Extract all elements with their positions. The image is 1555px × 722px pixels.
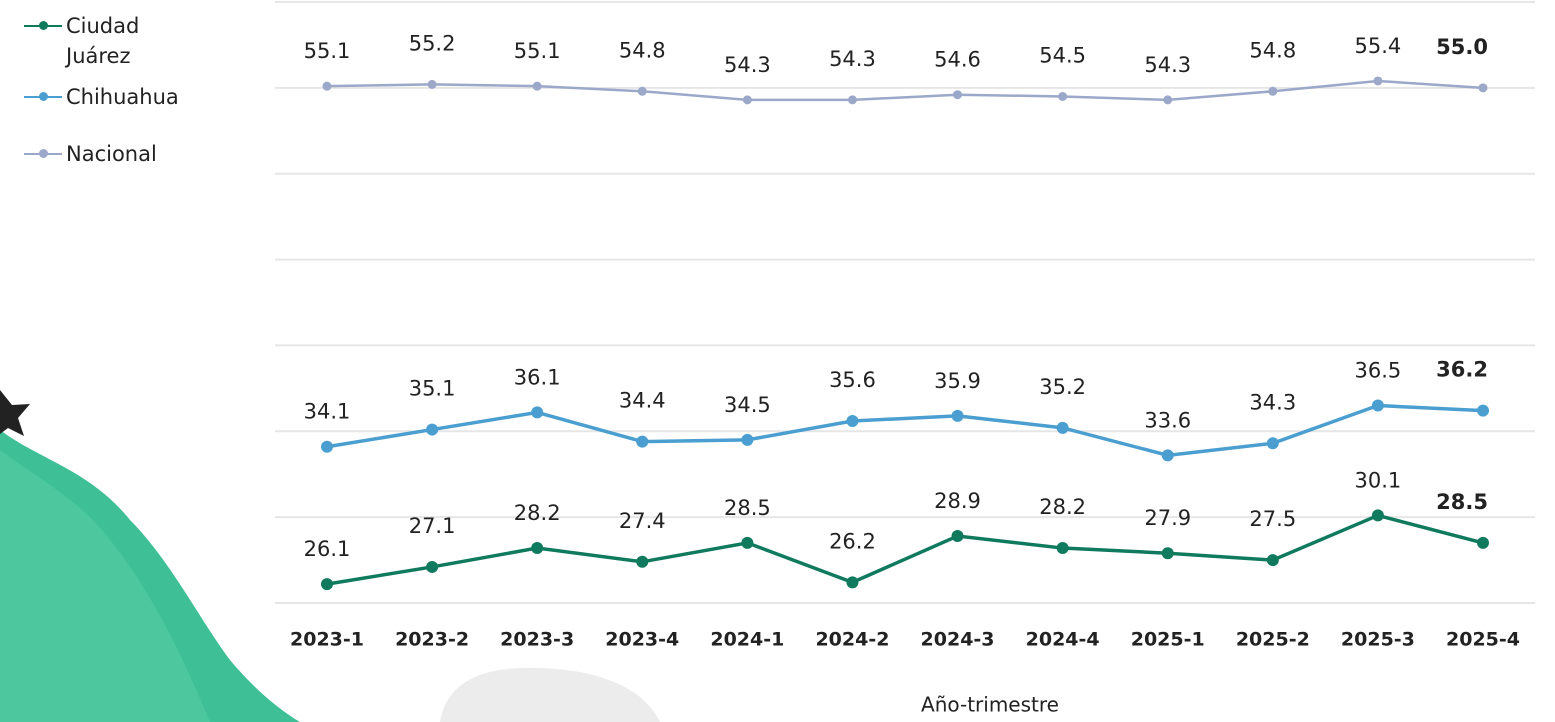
point [1057,542,1069,554]
point [953,90,962,99]
legend-item: Nacional [22,142,212,169]
data-label: 55.0 [1436,35,1488,59]
x-tick-label: 2025-4 [1446,629,1520,651]
data-label: 54.8 [1249,38,1296,62]
data-label: 27.5 [1249,507,1296,531]
series-line [327,515,1483,584]
data-label: 28.5 [1436,490,1488,514]
point [533,82,542,91]
point [1372,400,1384,412]
chart: Año-trimestre 2023-1 2023-2 2023-3 2023-4 20… [0,0,1555,722]
data-label: 55.1 [304,39,351,63]
legend-label: Ciudad Juárez [66,11,176,71]
legend: Ciudad Juárez Chihuahua Nacional [22,14,212,183]
data-label: 27.9 [1144,506,1191,530]
data-label: 35.2 [1039,375,1086,399]
data-label: 27.1 [409,514,456,538]
legend-item: Chihuahua [22,85,212,112]
point [952,530,964,542]
point [1267,554,1279,566]
point [428,80,437,89]
point [1373,76,1382,85]
point [636,556,648,568]
data-label: 28.2 [1039,495,1086,519]
data-label: 34.5 [724,393,771,417]
point [1267,437,1279,449]
point [952,410,964,422]
x-tick-label: 2025-1 [1131,629,1205,651]
point [1057,422,1069,434]
data-label: 26.1 [304,537,351,561]
x-tick-label: 2025-2 [1236,629,1310,651]
point [1477,537,1489,549]
x-tick-label: 2024-4 [1026,629,1100,651]
legend-label: Chihuahua [66,82,176,112]
data-label: 35.6 [829,368,876,392]
point [1479,83,1488,92]
point [323,82,332,91]
point [743,95,752,104]
x-tick-label: 2024-2 [815,629,889,651]
data-label: 55.1 [514,39,561,63]
point [741,537,753,549]
point [426,424,438,436]
data-label: 36.2 [1436,358,1488,382]
x-axis-title: Año-trimestre [921,693,1059,717]
data-label: 54.3 [724,53,771,77]
data-label: 54.3 [1144,53,1191,77]
data-label: 54.8 [619,38,666,62]
data-label: 54.6 [934,48,981,72]
data-label: 26.2 [829,529,876,553]
x-tick-label: 2024-3 [921,629,995,651]
x-tick-label: 2024-1 [710,629,784,651]
point [1268,87,1277,96]
page: {"chart_data": {"type": "line", "x_label… [0,0,1555,722]
data-label: 34.3 [1249,390,1296,414]
point [426,561,438,573]
point [846,576,858,588]
point [1372,509,1384,521]
data-label: 55.4 [1355,34,1402,58]
point [1163,95,1172,104]
data-label: 34.1 [304,400,351,424]
series-line [327,81,1483,100]
x-tick-label: 2025-3 [1341,629,1415,651]
x-tick-label: 2023-1 [290,629,364,651]
data-label: 33.6 [1144,408,1191,432]
data-label: 35.9 [934,369,981,393]
x-tick-label: 2023-2 [395,629,469,651]
legend-swatch [22,85,66,109]
data-label: 34.4 [619,389,666,413]
data-label: 28.9 [934,489,981,513]
x-tick-label: 2023-4 [605,629,679,651]
point [321,578,333,590]
data-label: 54.3 [829,47,876,71]
point [846,415,858,427]
point [1162,449,1174,461]
point [321,441,333,453]
data-label: 28.5 [724,496,771,520]
data-label: 54.5 [1039,43,1086,67]
legend-label: Nacional [66,139,176,169]
data-label: 36.1 [514,365,561,389]
point [1058,92,1067,101]
point [848,95,857,104]
data-label: 28.2 [514,501,561,525]
data-label: 55.2 [409,31,456,55]
point [531,406,543,418]
legend-swatch [22,14,66,38]
data-label: 30.1 [1355,468,1402,492]
point [636,436,648,448]
point [741,434,753,446]
point [1477,405,1489,417]
point [531,542,543,554]
x-tick-label: 2023-3 [500,629,574,651]
legend-item: Ciudad Juárez [22,14,212,71]
point [638,87,647,96]
legend-swatch [22,142,66,166]
data-label: 36.5 [1355,359,1402,383]
data-label: 35.1 [409,377,456,401]
point [1162,547,1174,559]
data-label: 27.4 [619,509,666,533]
